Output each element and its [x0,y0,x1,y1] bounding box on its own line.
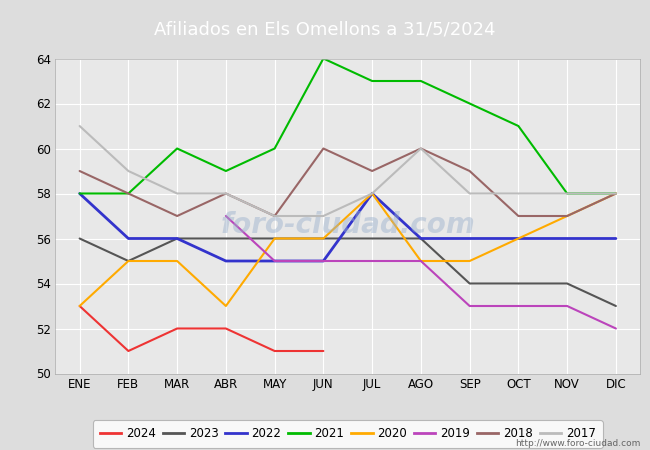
Legend: 2024, 2023, 2022, 2021, 2020, 2019, 2018, 2017: 2024, 2023, 2022, 2021, 2020, 2019, 2018… [93,420,603,447]
Text: http://www.foro-ciudad.com: http://www.foro-ciudad.com [515,439,640,448]
Text: foro-ciudad.com: foro-ciudad.com [220,212,475,239]
Text: Afiliados en Els Omellons a 31/5/2024: Afiliados en Els Omellons a 31/5/2024 [154,20,496,38]
